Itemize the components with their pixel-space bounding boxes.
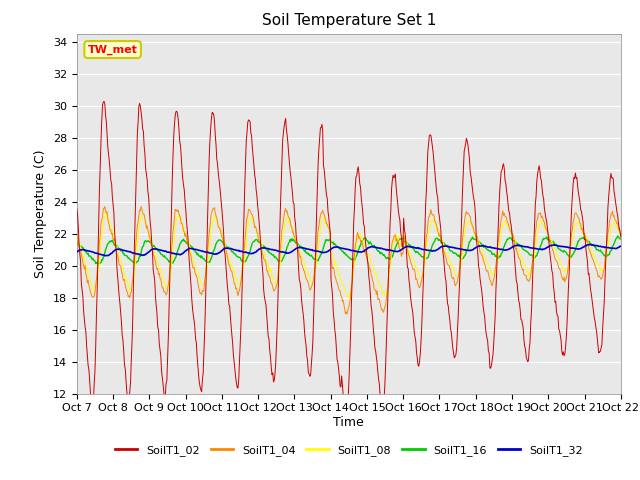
Text: TW_met: TW_met — [88, 44, 138, 55]
Legend: SoilT1_02, SoilT1_04, SoilT1_08, SoilT1_16, SoilT1_32: SoilT1_02, SoilT1_04, SoilT1_08, SoilT1_… — [110, 440, 588, 460]
Title: Soil Temperature Set 1: Soil Temperature Set 1 — [262, 13, 436, 28]
X-axis label: Time: Time — [333, 416, 364, 429]
Y-axis label: Soil Temperature (C): Soil Temperature (C) — [35, 149, 47, 278]
